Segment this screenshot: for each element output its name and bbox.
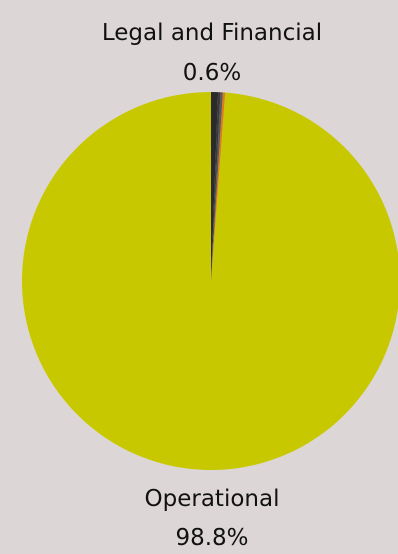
pie-slice-minor-1 [211, 92, 226, 282]
pie-slice-minor-2 [211, 92, 223, 282]
pie-slice-minor-3 [211, 92, 221, 281]
pie-slice-operational [21, 92, 398, 470]
slice-value-operational: 98.8% [175, 525, 248, 551]
slice-label-operational: Operational [145, 486, 280, 512]
pie-slice-legal-and-financial [211, 91, 219, 281]
slice-label-legal-and-financial: Legal and Financial [102, 20, 322, 46]
slice-value-legal-and-financial: 0.6% [183, 60, 241, 86]
pie-slices [21, 91, 398, 470]
